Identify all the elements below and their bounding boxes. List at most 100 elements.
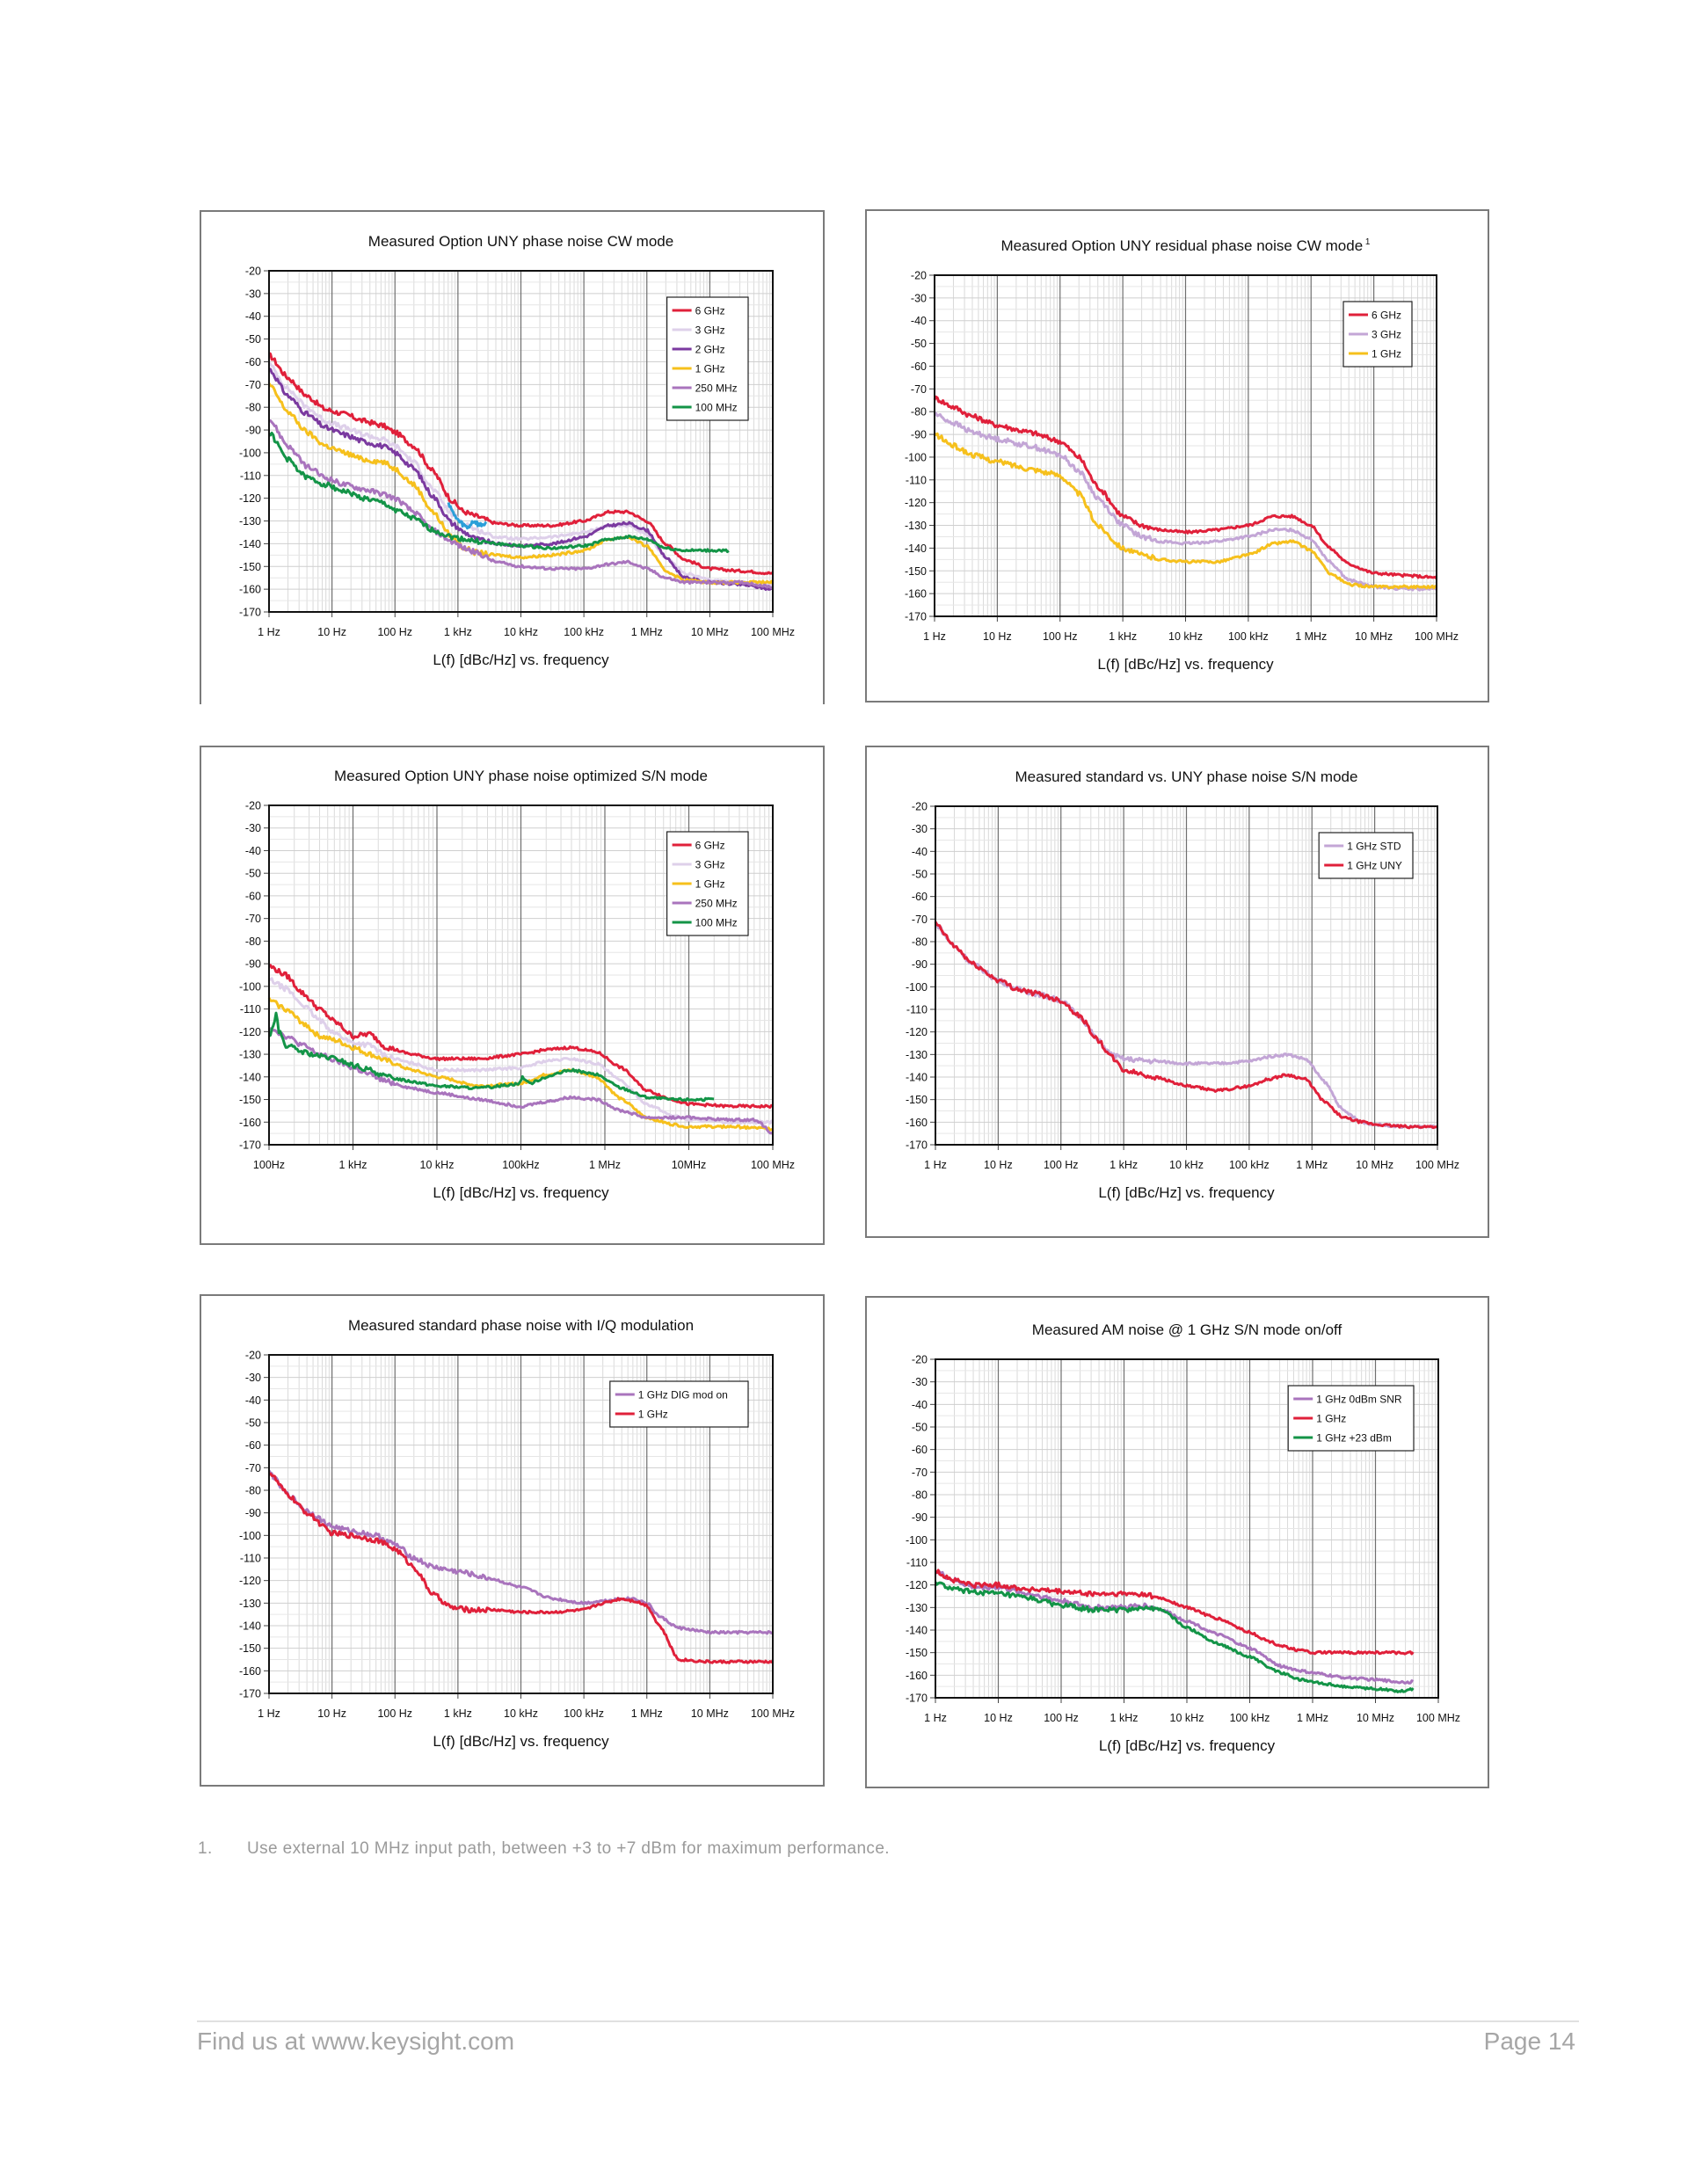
legend-label: 3 GHz — [695, 859, 725, 871]
y-tick-label: -80 — [245, 1485, 261, 1497]
y-tick-label: -60 — [245, 890, 261, 902]
plot-frame — [934, 274, 1437, 617]
y-tick-label: -160 — [239, 1665, 261, 1678]
y-tick-label: -140 — [239, 1071, 261, 1083]
legend: 6 GHz 3 GHz 2 GHz 1 GHz 250 MHz 100 MHz — [666, 296, 749, 421]
y-tick-label: -160 — [906, 1670, 928, 1682]
y-tick-label: -110 — [240, 470, 261, 482]
y-tick-label: -60 — [245, 356, 261, 368]
y-tick-label: -90 — [911, 429, 927, 441]
legend-label: 1 GHz +23 dBm — [1316, 1432, 1392, 1445]
x-axis-label: L(f) [dBc/Hz] vs. frequency — [433, 1733, 609, 1750]
chart-svg: Measured Option UNY residual phase noise… — [905, 237, 1459, 673]
series-line-1-ghz-dig-mod-on — [267, 1469, 774, 1635]
y-tick-label: -30 — [911, 292, 927, 304]
y-tick-label: -170 — [239, 607, 261, 619]
y-tick-label: -80 — [911, 406, 927, 419]
y-tick-label: -150 — [905, 565, 927, 578]
x-tick-label: 100 Hz — [1044, 1159, 1079, 1171]
x-tick-label: 100 Hz — [1043, 630, 1078, 643]
series-line-1-ghz — [267, 997, 774, 1132]
chart-svg: Measured standard vs. UNY phase noise S/… — [906, 768, 1459, 1201]
series-line-250-mhz — [268, 419, 774, 590]
y-tick-label: -160 — [905, 588, 927, 601]
legend-label: 1 GHz — [695, 363, 725, 375]
series-line-3-ghz — [268, 977, 775, 1125]
y-tick-label: -140 — [905, 542, 927, 555]
x-tick-label: 100 Hz — [377, 1707, 412, 1720]
series-group — [267, 352, 775, 591]
y-tick-label: -100 — [239, 980, 261, 993]
plot-frame — [935, 805, 1438, 1146]
series-line-1-ghz — [268, 1472, 775, 1664]
footer-website-link[interactable]: Find us at www.keysight.com — [197, 2027, 515, 2055]
x-tick-label: 100 kHz — [1230, 1712, 1270, 1724]
footer-divider — [197, 2020, 1579, 2022]
footnote: 1. Use external 10 MHz input path, betwee… — [198, 1839, 890, 1859]
x-tick-label: 10 MHz — [1355, 630, 1393, 643]
y-tick-label: -70 — [912, 1467, 928, 1479]
chart-title: Measured Option UNY residual phase noise… — [1000, 237, 1370, 254]
y-tick-label: -110 — [906, 474, 927, 486]
y-tick-label: -50 — [245, 868, 261, 880]
y-tick-label: -150 — [239, 1094, 261, 1106]
x-tick-label: 10 Hz — [317, 1707, 346, 1720]
y-tick-label: -170 — [906, 1139, 928, 1152]
series-group — [934, 1569, 1415, 1693]
series-group — [267, 1469, 775, 1664]
footnote-number: 1. — [198, 1839, 213, 1858]
x-axis-label: L(f) [dBc/Hz] vs. frequency — [1097, 656, 1274, 673]
x-tick-label: 10 MHz — [1357, 1712, 1394, 1724]
legend: 6 GHz 3 GHz 1 GHz — [1342, 301, 1413, 368]
y-tick-label: -40 — [245, 845, 261, 857]
y-tick-label: -150 — [906, 1094, 928, 1106]
y-tick-label: -170 — [239, 1688, 261, 1700]
y-tick-label: -80 — [912, 1489, 928, 1502]
series-group — [267, 964, 775, 1135]
y-tick-label: -50 — [911, 338, 927, 350]
chart-svg: Measured Option UNY phase noise CW mode -… — [239, 233, 795, 668]
legend-label: 250 MHz — [695, 382, 738, 395]
y-tick-label: -150 — [239, 561, 261, 573]
y-tick-label: -90 — [245, 425, 261, 437]
series-line-1-ghz — [934, 432, 1437, 590]
legend-label: 3 GHz — [695, 324, 725, 337]
y-tick-label: -130 — [239, 515, 261, 528]
chart-panel-iq-modulation: Measured standard phase noise with I/Q m… — [200, 1294, 825, 1787]
x-tick-label: 10 kHz — [504, 626, 538, 638]
series-line-3-ghz — [934, 411, 1437, 592]
x-tick-label: 100 MHz — [1415, 630, 1459, 643]
y-tick-label: -20 — [245, 266, 261, 278]
y-tick-label: -90 — [912, 958, 928, 971]
chart-svg: Measured AM noise @ 1 GHz S/N mode on/of… — [906, 1321, 1460, 1754]
y-tick-label: -40 — [912, 1399, 928, 1411]
chart-title: Measured Option UNY phase noise CW mode — [368, 233, 673, 250]
series-line-100-mhz — [267, 432, 730, 554]
plot-frame — [268, 270, 774, 613]
x-tick-label: 1 MHz — [631, 626, 663, 638]
x-tick-label: 1 Hz — [258, 626, 280, 638]
y-tick-label: -20 — [245, 1350, 261, 1362]
x-tick-label: 10MHz — [672, 1159, 707, 1171]
legend-box — [1318, 832, 1414, 879]
series-line-100-mhz — [268, 1011, 715, 1103]
chart-panel-standard-vs-uny: Measured standard vs. UNY phase noise S/… — [865, 746, 1489, 1238]
y-tick-label: -60 — [912, 1444, 928, 1456]
x-tick-label: 10 kHz — [504, 1707, 538, 1720]
series-line-6-ghz — [268, 352, 774, 576]
x-tick-label: 10 kHz — [1169, 1159, 1204, 1171]
y-tick-label: -140 — [906, 1072, 928, 1084]
y-tick-label: -70 — [912, 914, 928, 926]
x-tick-label: 100 MHz — [1415, 1159, 1459, 1171]
x-tick-label: 10 kHz — [1168, 630, 1203, 643]
x-axis-label: L(f) [dBc/Hz] vs. frequency — [1099, 1737, 1276, 1754]
x-tick-label: 100Hz — [253, 1159, 285, 1171]
x-tick-label: 1 MHz — [631, 1707, 663, 1720]
y-tick-label: -100 — [906, 1534, 928, 1547]
y-tick-label: -40 — [912, 846, 928, 858]
y-tick-label: -50 — [245, 333, 261, 346]
chart-svg: Measured standard phase noise with I/Q m… — [239, 1317, 795, 1750]
series-line-1-ghz — [935, 1569, 1415, 1656]
x-tick-label: 1 Hz — [923, 630, 946, 643]
y-tick-label: -50 — [245, 1417, 261, 1430]
